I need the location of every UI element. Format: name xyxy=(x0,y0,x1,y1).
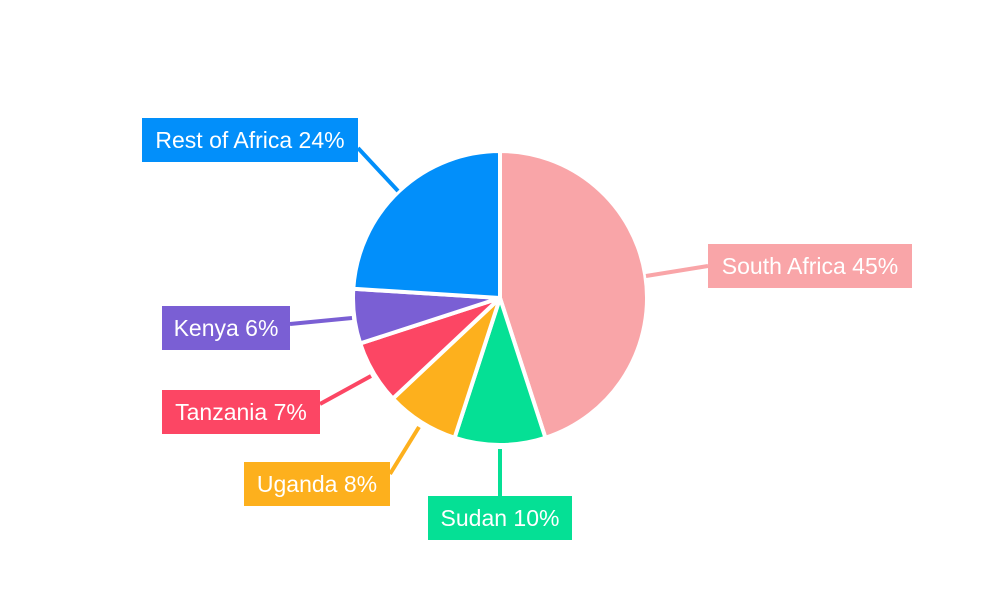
slice-label-text: South Africa 45% xyxy=(722,253,898,279)
slice-label-box xyxy=(142,118,358,162)
slice-label-text: Kenya 6% xyxy=(174,315,279,341)
slice-labels: South Africa 45% Sudan 10% Uganda 8% Tanzan… xyxy=(142,118,912,540)
leader-line-kenya xyxy=(289,316,353,326)
slice-label-sudan: Sudan 10% xyxy=(428,496,572,540)
leader-lines xyxy=(289,146,709,496)
slice-label-box xyxy=(244,462,390,506)
slice-label-box xyxy=(162,390,320,434)
slice-label-text: Uganda 8% xyxy=(257,471,377,497)
leader-line-south-africa xyxy=(645,264,709,278)
slice-label-kenya: Kenya 6% xyxy=(162,306,290,350)
slice-label-rest-of-africa: Rest of Africa 24% xyxy=(142,118,358,162)
leader-line-rest-of-africa xyxy=(356,146,400,193)
pie-slice-sudan xyxy=(452,296,548,448)
slice-label-text: Sudan 10% xyxy=(441,505,560,531)
pie-slice-rest-of-africa xyxy=(351,149,502,300)
slice-label-box xyxy=(428,496,572,540)
slice-label-text: Rest of Africa 24% xyxy=(155,127,344,153)
slice-label-box xyxy=(162,306,290,350)
leader-line-uganda xyxy=(388,425,421,476)
pie-slices xyxy=(350,149,649,448)
slice-label-uganda: Uganda 8% xyxy=(244,462,390,506)
slice-label-text: Tanzania 7% xyxy=(175,399,307,425)
slice-label-tanzania: Tanzania 7% xyxy=(162,390,320,434)
slice-label-south-africa: South Africa 45% xyxy=(708,244,912,288)
leader-line-tanzania xyxy=(319,374,372,406)
slice-label-box xyxy=(708,244,912,288)
pie-slice-south-africa xyxy=(498,149,649,440)
